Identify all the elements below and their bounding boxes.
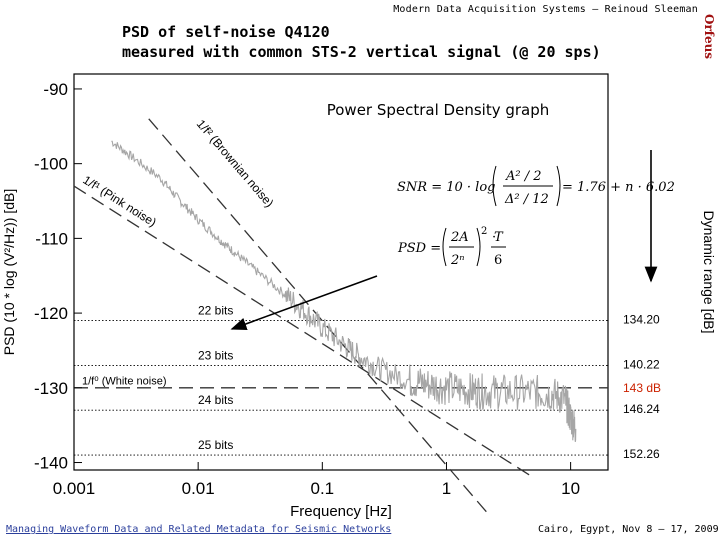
dynamic-range-value: 146.24	[623, 402, 660, 416]
title-line-1: PSD of self-noise Q4120	[122, 23, 330, 41]
y-tick-label: -130	[34, 379, 68, 398]
plot-border	[73, 73, 609, 471]
title-line-2: measured with common STS-2 vertical sign…	[122, 43, 601, 61]
psd-paren-left	[442, 227, 447, 267]
plot-frame	[73, 73, 609, 471]
x-axis-label: Frequency [Hz]	[290, 503, 392, 520]
dynamic-range-value: 134.20	[623, 313, 660, 327]
inner-title: Power Spectral Density graph	[327, 101, 550, 119]
y-tick-label: -110	[35, 229, 68, 248]
psd-curve	[111, 140, 577, 442]
bit-label: 25 bits	[198, 438, 233, 452]
arrow-to-23-bits	[230, 275, 378, 331]
bit-label: 22 bits	[198, 304, 233, 318]
highlight-value: 143 dB	[623, 381, 661, 395]
psd-paren-right	[476, 227, 481, 267]
psd-lhs: PSD =	[397, 241, 441, 256]
psd-t-numerator: T	[494, 230, 504, 245]
y-tick-label: -140	[34, 454, 68, 473]
y2-axis-label: Dynamic range [dB]	[701, 211, 717, 334]
dynamic-range-value: 140.22	[623, 357, 660, 371]
psd-denominator: 2ⁿ	[450, 253, 465, 268]
snr-lhs: SNR = 10 · log	[397, 180, 495, 195]
axes: -90 -100 -110 -120 -130 -140 0.001 0.01 0.1 1 10 Fr…	[1, 80, 717, 520]
snr-rhs: = 1.76 + n · 6.02	[562, 180, 675, 195]
footer-link[interactable]: Managing Waveform Data and Related Metad…	[6, 524, 392, 535]
brownian-noise-label: 1/f² (Brownian noise)	[194, 117, 277, 210]
bit-label: 23 bits	[198, 348, 233, 362]
bit-level-lines: 22 bits 134.20 23 bits 140.22 24 bits 146.24 2…	[74, 304, 661, 461]
x-tick-label: 10	[561, 479, 580, 498]
psd-dot: ·	[492, 230, 496, 245]
y-axis-label: PSD (10 * log (V²/Hz)) [dB]	[1, 189, 17, 356]
x-tick-label: 1	[442, 479, 451, 498]
orfeus-logo: Orfeus	[702, 14, 716, 62]
x-tick-label: 0.1	[310, 479, 334, 498]
header-caption: Modern Data Acquisition Systems – Reinou…	[393, 4, 698, 15]
psd-exponent: 2	[481, 226, 487, 237]
psd-numerator: 2A	[450, 230, 469, 245]
x-tick-label: 0.01	[182, 479, 215, 498]
snr-numerator: A² / 2	[505, 169, 542, 184]
snr-denominator: Δ² / 12	[504, 192, 549, 207]
logo-text: Orfeus	[702, 14, 716, 60]
reference-line	[73, 185, 534, 479]
snr-paren-left	[492, 165, 497, 207]
footer-date: Cairo, Egypt, Nov 8 – 17, 2009	[538, 524, 719, 535]
psd-curve-group	[111, 140, 577, 442]
snr-paren-right	[556, 165, 561, 207]
y-tick-label: -120	[34, 304, 68, 323]
dynamic-range-value: 152.26	[623, 447, 660, 461]
y-tick-label: -90	[43, 80, 68, 99]
y-tick-label: -100	[34, 155, 68, 174]
pink-noise-label: 1/f¹ (Pink noise)	[80, 173, 158, 230]
white-noise-label: 1/f⁰ (White noise)	[82, 375, 167, 387]
bit-label: 24 bits	[198, 393, 233, 407]
snr-formula-box	[392, 158, 604, 212]
psd-t-denominator: 6	[494, 253, 502, 268]
x-tick-label: 0.001	[53, 479, 96, 498]
annotations: SNR = 10 · log A² / 2 Δ² / 12 = 1.76 + n · …	[230, 150, 675, 331]
slide-title: PSD of self-noise Q4120 measured with co…	[122, 22, 601, 62]
